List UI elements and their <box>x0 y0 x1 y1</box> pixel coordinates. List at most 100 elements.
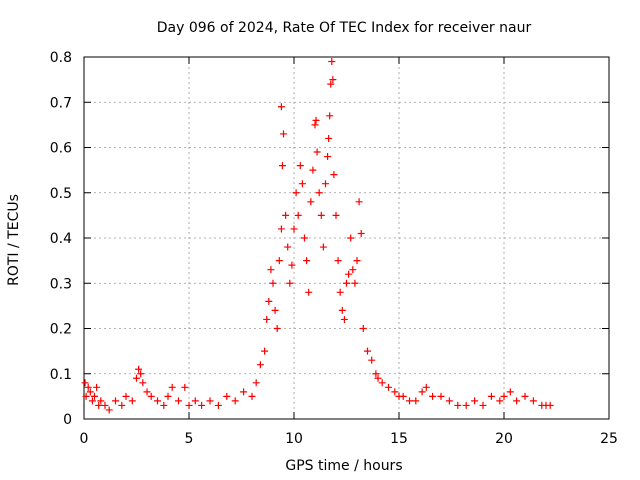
y-tick-label: 0.1 <box>50 367 72 383</box>
data-point <box>311 121 319 129</box>
y-tick-label: 0.6 <box>50 141 72 157</box>
data-point <box>313 148 321 156</box>
data-point <box>82 392 90 400</box>
data-point <box>143 388 151 396</box>
data-point <box>168 383 176 391</box>
data-point <box>191 397 199 405</box>
data-point <box>185 401 193 409</box>
data-point <box>160 401 168 409</box>
data-point <box>317 211 325 219</box>
x-tick-label: 5 <box>185 431 194 447</box>
data-point <box>95 401 103 409</box>
data-point <box>513 397 521 405</box>
data-point <box>322 180 329 188</box>
data-point <box>326 112 334 120</box>
data-point <box>334 257 342 265</box>
data-point <box>280 130 287 138</box>
data-point <box>529 397 537 405</box>
data-point <box>206 397 214 405</box>
data-point <box>301 234 308 242</box>
data-point <box>506 388 514 396</box>
data-point <box>93 383 101 391</box>
data-point <box>347 234 355 242</box>
data-point <box>290 225 298 233</box>
data-point <box>269 279 277 287</box>
data-point <box>122 392 130 400</box>
data-point <box>133 374 140 382</box>
y-tick-label: 0 <box>63 412 72 428</box>
y-tick-label: 0.8 <box>50 50 72 66</box>
data-point <box>282 211 290 219</box>
data-point <box>112 397 119 405</box>
data-point <box>496 397 504 405</box>
data-point <box>267 266 275 274</box>
data-point <box>97 397 105 405</box>
x-tick-label: 25 <box>600 431 618 447</box>
data-point <box>277 225 285 233</box>
data-point <box>309 166 317 174</box>
data-point <box>231 397 239 405</box>
data-point <box>91 392 98 400</box>
data-point <box>332 211 340 219</box>
data-point <box>84 383 92 391</box>
data-point <box>355 198 363 206</box>
data-point <box>288 261 296 269</box>
data-point <box>105 406 113 414</box>
data-point <box>256 361 264 369</box>
x-axis-label: GPS time / hours <box>285 458 402 474</box>
data-point <box>406 397 413 405</box>
data-point <box>248 392 256 400</box>
x-tick-label: 10 <box>285 431 303 447</box>
data-point <box>294 211 302 219</box>
data-point <box>135 365 143 373</box>
data-point <box>471 397 479 405</box>
data-point <box>214 401 222 409</box>
data-point <box>353 257 361 265</box>
data-point <box>487 392 495 400</box>
data-point <box>296 162 304 170</box>
x-tick-label: 0 <box>80 431 89 447</box>
data-point <box>252 379 260 387</box>
x-tick-label: 15 <box>390 431 408 447</box>
data-point <box>271 306 279 314</box>
data-point <box>445 397 453 405</box>
data-point <box>305 288 313 296</box>
data-point <box>330 171 338 179</box>
data-point <box>147 392 155 400</box>
data-point <box>338 306 346 314</box>
data-point <box>357 229 365 237</box>
data-point <box>546 401 554 409</box>
data-point <box>500 392 508 400</box>
data-point <box>128 397 136 405</box>
data-point <box>286 279 294 287</box>
data-point <box>292 189 300 197</box>
data-point <box>175 397 182 405</box>
data-point <box>327 80 335 88</box>
y-tick-label: 0.5 <box>50 186 72 202</box>
data-point <box>399 392 407 400</box>
data-point <box>454 401 462 409</box>
data-point <box>336 288 344 296</box>
data-point <box>263 315 271 323</box>
data-point <box>325 134 333 142</box>
data-point <box>418 388 426 396</box>
data-point <box>298 180 306 188</box>
data-point <box>307 198 315 206</box>
data-point <box>412 397 420 405</box>
data-point <box>343 279 350 287</box>
data-point <box>139 379 147 387</box>
axis-ticks: 0 5 10 15 20 25 0 0.1 0.2 0.3 0.4 0.5 0.6 0.7 0.8 <box>50 50 618 447</box>
data-point <box>349 266 357 274</box>
data-point <box>429 392 437 400</box>
data-point <box>273 325 281 332</box>
data-point <box>284 243 292 251</box>
data-point <box>275 257 283 265</box>
data-point <box>364 347 371 355</box>
data-point <box>86 388 94 396</box>
data-point <box>223 392 231 400</box>
y-tick-label: 0.4 <box>50 231 72 247</box>
chart-title: Day 096 of 2024, Rate Of TEC Index for r… <box>157 20 532 36</box>
data-point <box>391 388 399 396</box>
x-tick-label: 20 <box>495 431 513 447</box>
